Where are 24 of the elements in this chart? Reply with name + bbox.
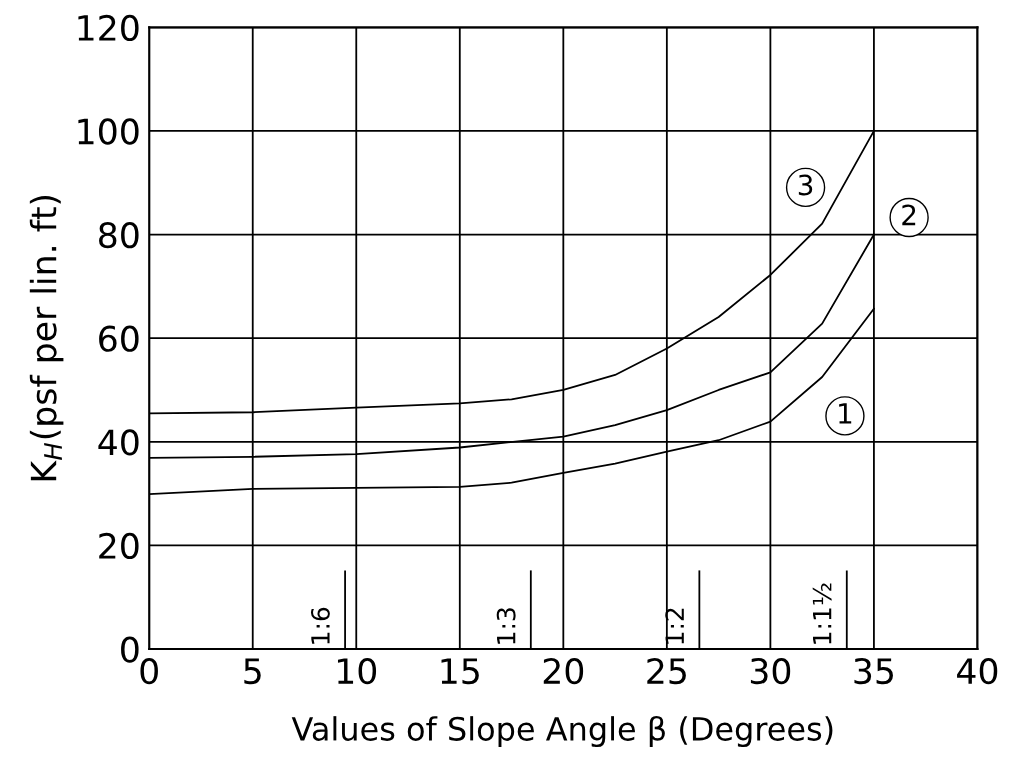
y-tick-label: 20 [99, 532, 139, 560]
x-tick-label: 5 [244, 658, 261, 685]
y-tick-label: 100 [78, 118, 139, 145]
x-tick-label: 25 [647, 657, 686, 685]
annotation: 1 [839, 403, 852, 424]
y-tick-label: 60 [99, 325, 139, 352]
annotation: 1:1½ [812, 583, 832, 644]
x-tick-label: 15 [441, 658, 479, 685]
annotation: 3 [798, 174, 813, 196]
y-tick-label: 80 [99, 221, 139, 249]
x-tick-label: 35 [854, 657, 893, 685]
x-axis-title: Values of Slope Angle β (Degrees) [291, 715, 833, 748]
x-tick-label: 40 [957, 657, 998, 685]
y-axis-title: K$_{H}$(psf per lin. ft) [29, 195, 64, 481]
x-tick-label: 10 [337, 657, 377, 685]
y-tick-label: 0 [121, 636, 139, 663]
annotation: 1:3 [496, 608, 516, 644]
y-tick-label: 40 [98, 429, 139, 456]
x-tick-label: 20 [543, 657, 584, 685]
annotation: 2 [902, 204, 916, 226]
annotation: 1:6 [310, 607, 330, 644]
x-tick-label: 0 [140, 657, 158, 685]
x-tick-label: 30 [750, 657, 791, 685]
y-tick-label: 120 [78, 14, 139, 42]
